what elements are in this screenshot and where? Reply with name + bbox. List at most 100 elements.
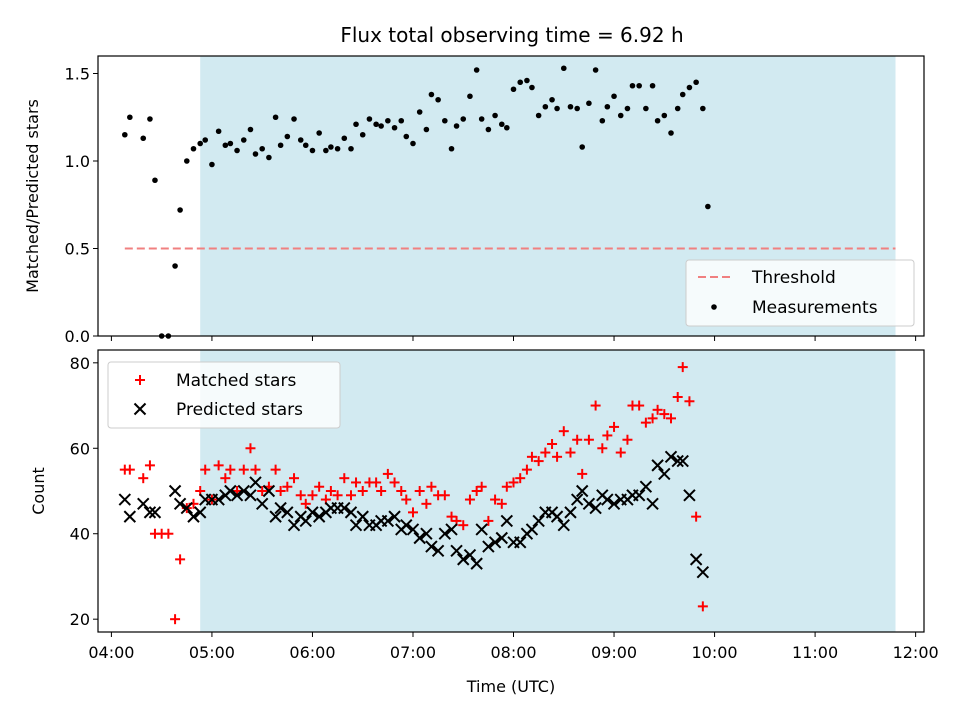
predicted-star-point — [525, 523, 539, 536]
predicted-star-point — [495, 531, 508, 545]
measurement-point — [266, 154, 272, 161]
measurement-point — [448, 145, 455, 152]
y-tick-label: 1.0 — [65, 152, 90, 171]
predicted-star-point — [143, 506, 157, 519]
bottom-axes-frame — [97, 349, 925, 633]
predicted-star-point — [514, 536, 527, 549]
measurement-point — [428, 91, 435, 98]
predicted-star-point — [632, 489, 646, 502]
predicted-star-point — [281, 506, 294, 519]
top-y-ticks: 0.0 0.5 1.0 1.5 — [65, 65, 98, 346]
predicted-star-point — [244, 489, 257, 502]
x-axis-label: Time (UTC) — [466, 677, 555, 696]
measurement-point — [348, 145, 354, 152]
matched-star-point — [458, 520, 469, 531]
predicted-star-point — [312, 510, 326, 523]
bottom-legend-box — [107, 361, 341, 429]
matched-star-point — [282, 481, 293, 492]
measurement-point — [579, 144, 586, 150]
measurement-point — [485, 126, 492, 133]
measurement-point — [567, 103, 574, 110]
matched-star-point — [508, 477, 519, 488]
x-tick-label: 07:00 — [390, 643, 436, 662]
matched-star-point — [672, 392, 683, 402]
predicted-star-point — [646, 497, 659, 511]
matched-star-point — [250, 464, 261, 475]
matched-star-point — [351, 477, 362, 488]
measurement-point — [416, 109, 423, 115]
y-tick-label: 20 — [70, 610, 90, 629]
matched-star-point — [225, 464, 236, 475]
matched-star-point — [124, 464, 135, 475]
predicted-star-point — [651, 459, 664, 472]
matched-star-point — [170, 614, 181, 625]
matched-star-point — [270, 464, 281, 475]
measurement-point — [460, 116, 467, 122]
matched-star-point — [572, 434, 583, 445]
predicted-star-point — [475, 523, 488, 536]
x-tick-label: 05:00 — [189, 643, 235, 662]
measurement-point — [423, 126, 430, 133]
measurement-point — [183, 158, 190, 164]
measurement-point — [341, 135, 348, 142]
predicted-star-point — [689, 553, 703, 566]
matched-star-point — [615, 447, 626, 458]
measurement-point — [259, 145, 265, 152]
measurement-point — [604, 103, 611, 110]
x-tick-label: 06:00 — [289, 643, 335, 662]
matched-star-point — [483, 515, 494, 526]
measurement-point — [202, 137, 209, 143]
matched-star-point — [300, 498, 311, 509]
measurement-point — [542, 103, 549, 110]
measurement-point — [560, 65, 567, 72]
measurement-point — [127, 114, 133, 121]
matched-star-point — [540, 447, 551, 458]
measurement-point — [316, 130, 322, 136]
measurement-point — [654, 117, 661, 124]
measurement-point — [359, 131, 366, 138]
matched-star-point — [220, 473, 231, 484]
measurement-point — [172, 263, 178, 269]
matched-star-point — [565, 447, 576, 458]
matched-star-point — [609, 421, 620, 432]
matched-star-point — [647, 413, 658, 424]
matched-star-point — [414, 486, 425, 496]
predicted-star-point — [658, 467, 671, 481]
measurement-point — [398, 117, 405, 124]
predicted-star-point — [338, 501, 351, 515]
measurement-point — [277, 142, 284, 149]
measurement-point — [686, 84, 693, 91]
matched-star-point — [325, 486, 336, 496]
measurement-point — [328, 144, 334, 150]
predicted-star-point — [269, 510, 282, 523]
y-tick-label: 0.5 — [65, 240, 90, 259]
predicted-star-point — [664, 450, 678, 464]
matched-star-point — [677, 362, 688, 373]
matched-star-point — [332, 490, 343, 501]
matched-star-point — [597, 443, 608, 454]
measurement-point — [467, 93, 473, 100]
x-tick-label: 04:00 — [88, 643, 134, 662]
predicted-star-point — [123, 510, 137, 523]
measurement-point — [693, 79, 699, 86]
measurement-point — [353, 121, 359, 128]
matched-star-point — [307, 490, 318, 501]
predicted-star-point — [683, 489, 696, 502]
predicted-star-point — [230, 489, 244, 502]
matched-star-point — [464, 494, 475, 505]
measurement-point — [700, 105, 706, 112]
predicted-star-point — [349, 518, 363, 532]
matched-star-point — [471, 486, 482, 496]
measurement-point — [410, 140, 416, 147]
chart-title: Flux total observing time = 6.92 h — [340, 23, 683, 47]
measurement-point — [524, 77, 530, 84]
predicted-star-point — [457, 553, 470, 566]
predicted-star-point — [413, 531, 426, 545]
predicted-star-point — [488, 536, 502, 549]
predicted-star-point — [564, 506, 577, 519]
bottom-y-ticks: 20 40 60 80 — [70, 354, 98, 629]
measurement-point — [378, 123, 384, 129]
matched-star-point — [691, 511, 702, 522]
matched-star-point — [490, 494, 501, 505]
predicted-star-point — [463, 548, 477, 562]
